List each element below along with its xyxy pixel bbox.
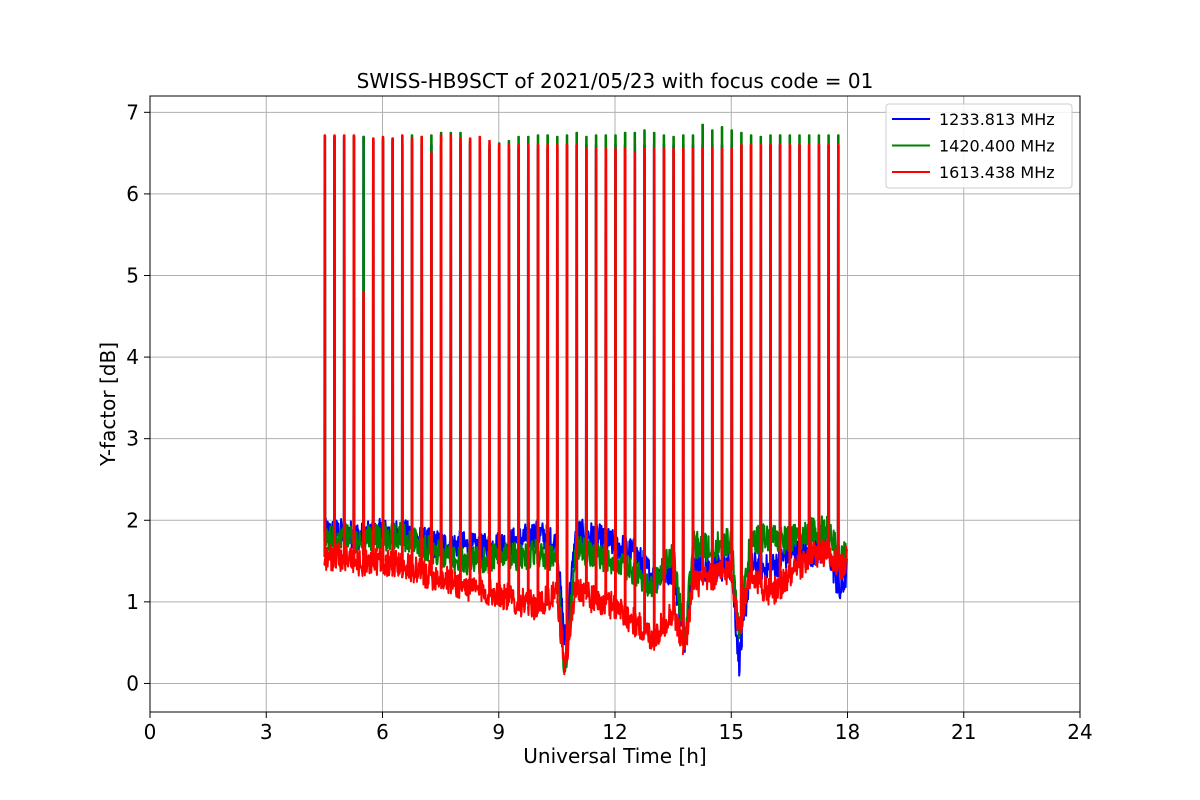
y-tick-label: 5 [126, 263, 139, 287]
series-line-3 [323, 134, 848, 676]
x-tick-label: 18 [835, 720, 860, 744]
y-tick-label: 6 [126, 182, 139, 206]
legend: 1233.813 MHz 1420.400 MHz 1613.438 MHz [885, 103, 1073, 189]
y-tick-label: 3 [126, 427, 139, 451]
legend-items: 1233.813 MHz 1420.400 MHz 1613.438 MHz [892, 110, 1055, 182]
legend-box [885, 103, 1073, 189]
x-tick-label: 0 [144, 720, 157, 744]
x-tick-label: 15 [719, 720, 744, 744]
legend-label-2: 1420.400 MHz [939, 137, 1055, 156]
legend-label-1: 1233.813 MHz [939, 110, 1055, 129]
x-tick-label: 21 [951, 720, 976, 744]
x-tick-label: 12 [602, 720, 627, 744]
y-tick-label: 4 [126, 345, 139, 369]
y-axis-label: Y-factor [dB] [96, 342, 120, 467]
x-tick-label: 6 [376, 720, 389, 744]
y-tick-label: 2 [126, 508, 139, 532]
y-tick-label: 0 [126, 671, 139, 695]
legend-label-3: 1613.438 MHz [939, 163, 1055, 182]
y-axis-ticks: 0 1 2 3 4 5 6 7 [126, 100, 150, 695]
x-axis-label: Universal Time [h] [523, 744, 706, 768]
x-tick-label: 9 [492, 720, 505, 744]
x-axis-ticks: 0 3 6 9 12 15 18 21 24 [144, 712, 1093, 744]
series-layer [323, 123, 848, 677]
y-tick-label: 1 [126, 590, 139, 614]
y-tick-label: 7 [126, 100, 139, 124]
x-tick-label: 3 [260, 720, 273, 744]
chart-title: SWISS-HB9SCT of 2021/05/23 with focus co… [357, 69, 874, 93]
x-tick-label: 24 [1067, 720, 1092, 744]
